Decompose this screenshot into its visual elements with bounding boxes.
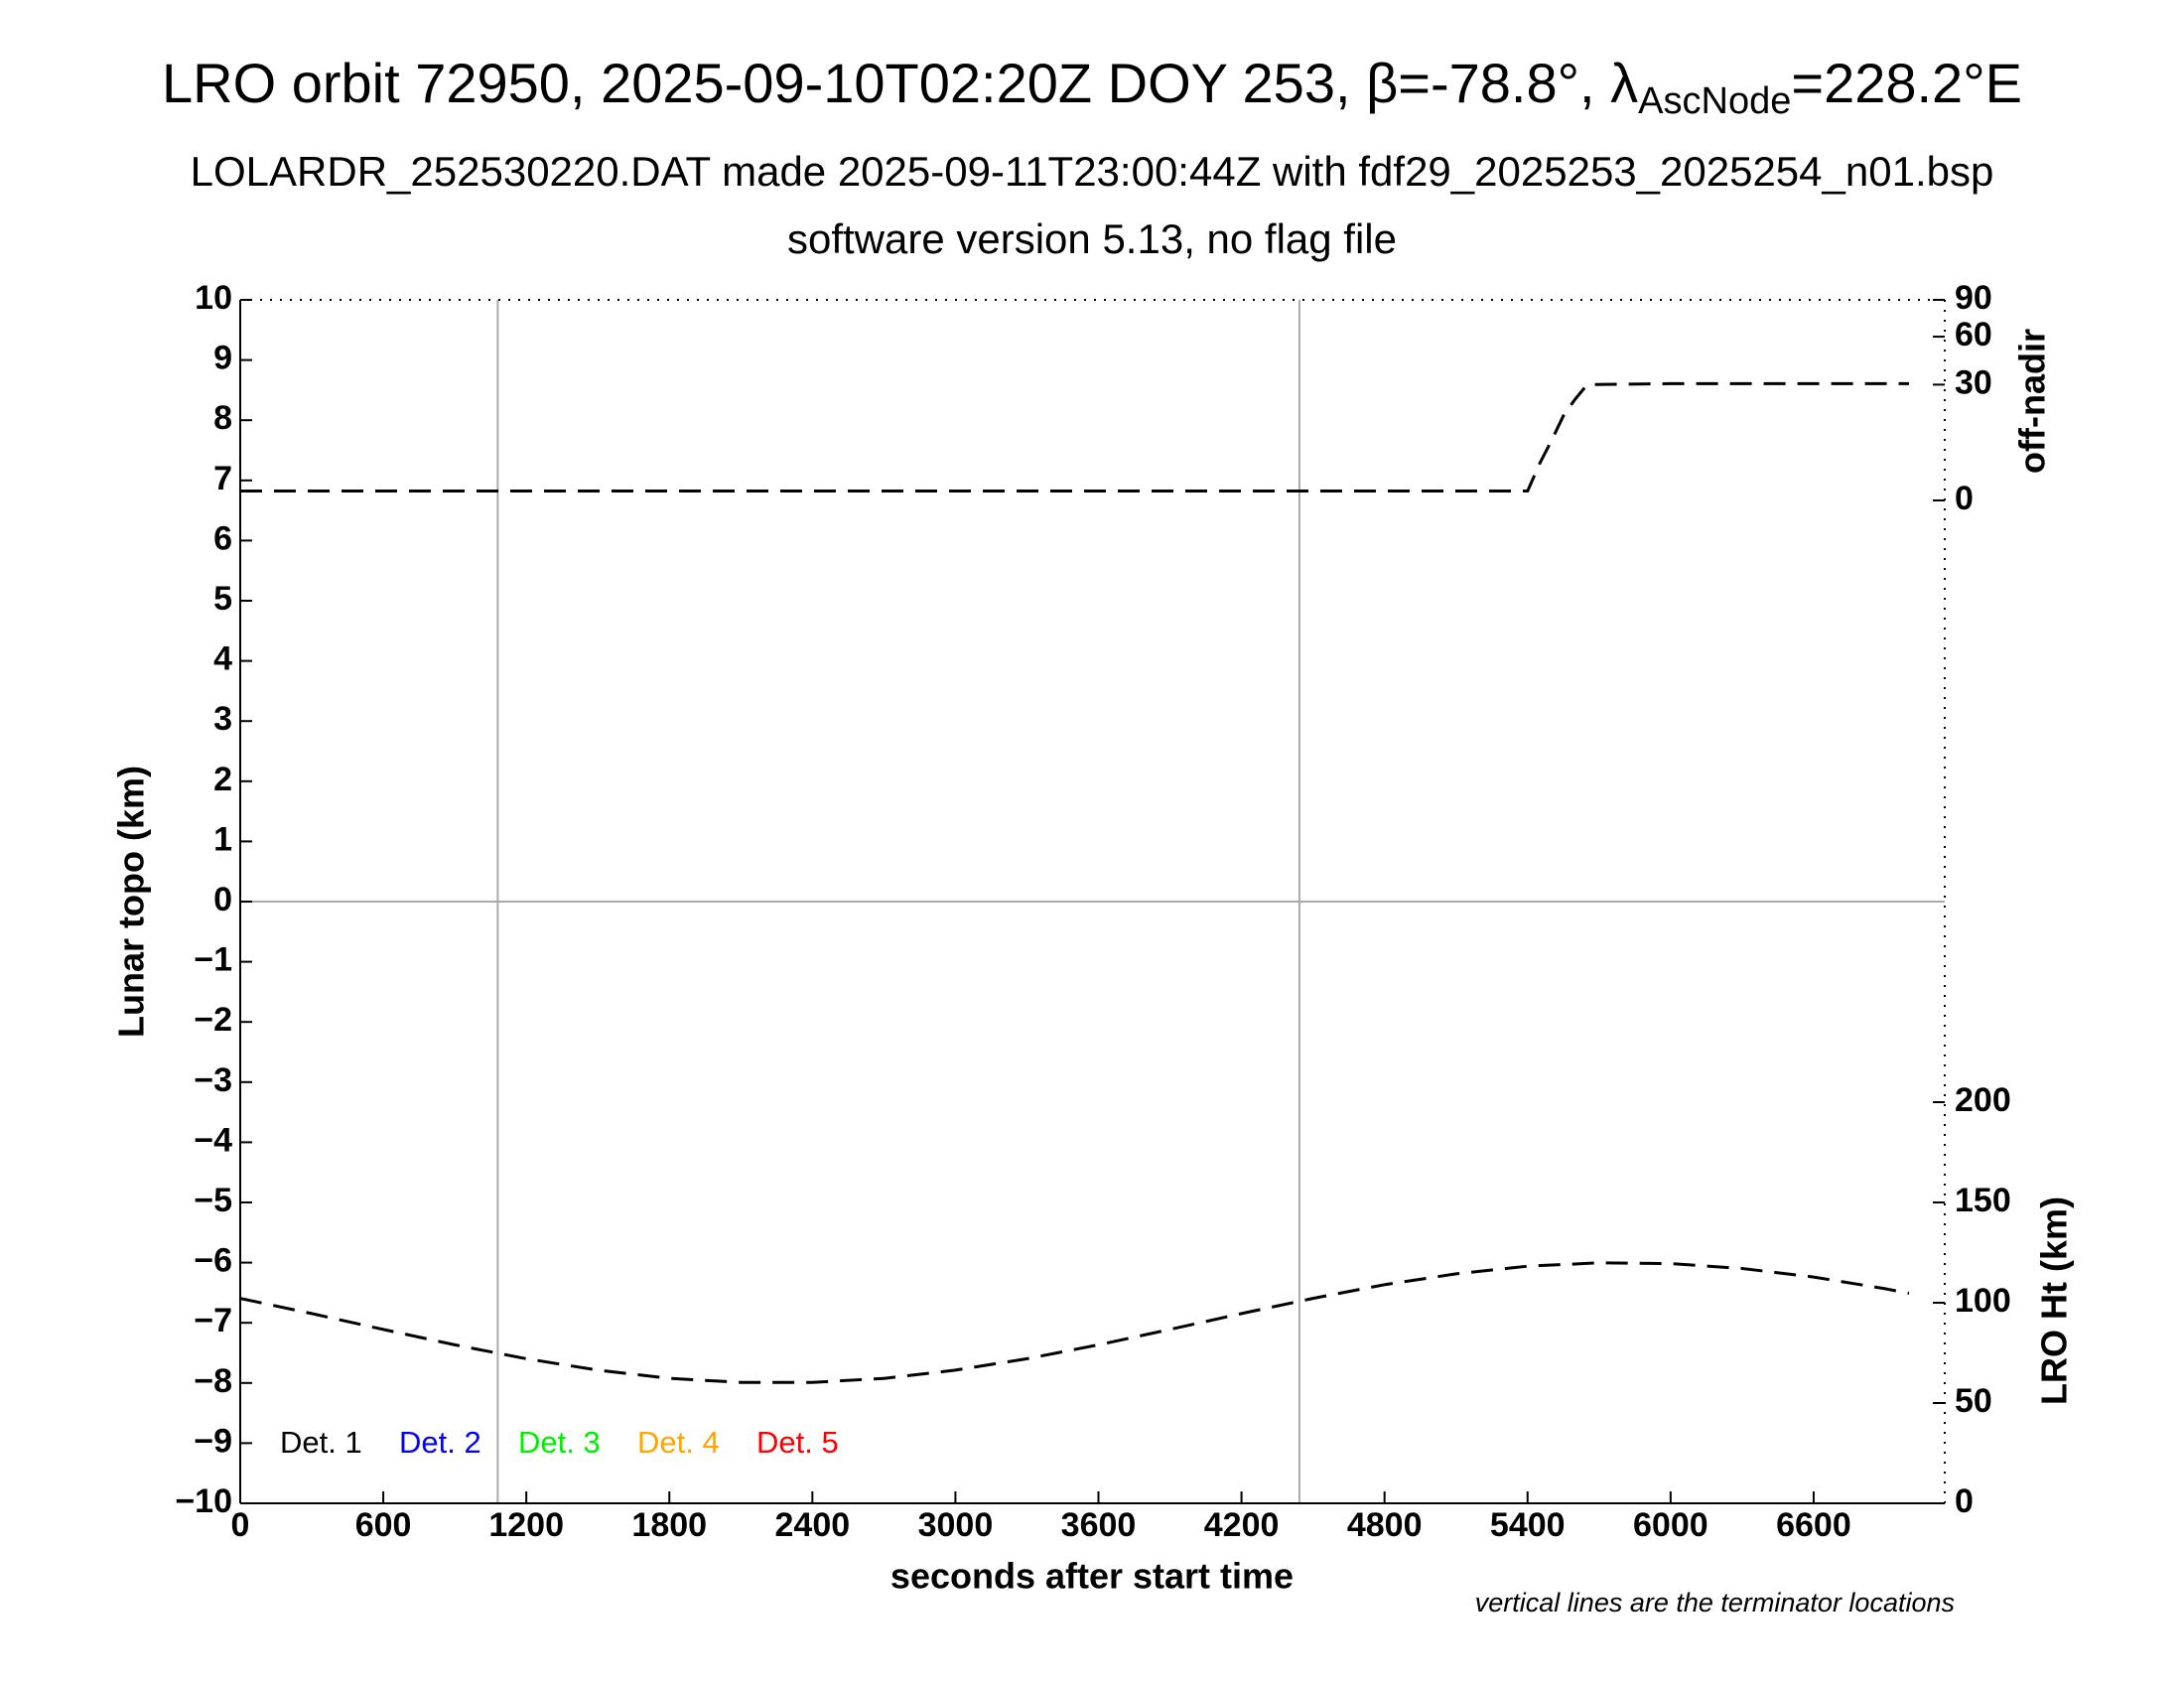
- series-line: [239, 1261, 1910, 1384]
- title-main: LRO orbit 72950, 2025-09-10T02:20Z DOY 2…: [162, 52, 1638, 114]
- right-tick-label: 30: [1955, 363, 1992, 401]
- y-tick-label: 6: [213, 519, 232, 557]
- legend-entry: Det. 1: [280, 1425, 362, 1460]
- y-tick-label: −4: [194, 1121, 232, 1159]
- y-tick-label: −3: [194, 1061, 232, 1099]
- x-tick-label: 6000: [1633, 1506, 1708, 1544]
- legend-entry: Det. 3: [518, 1425, 601, 1460]
- right-tick-label: 0: [1955, 1482, 1974, 1520]
- x-tick-label: 600: [355, 1506, 412, 1544]
- chart-title: LRO orbit 72950, 2025-09-10T02:20Z DOY 2…: [162, 52, 2022, 122]
- y-tick-label: −6: [194, 1242, 232, 1280]
- subtitle-2: software version 5.13, no flag file: [787, 215, 1397, 262]
- y-tick-label: 7: [213, 460, 232, 497]
- right-tick-label: 0: [1955, 480, 1974, 517]
- y-tick-label: −5: [194, 1182, 232, 1219]
- series-line: [240, 381, 1909, 492]
- right-tick-label: 100: [1955, 1282, 2011, 1320]
- subtitle: LOLARDR_252530220.DAT made 2025-09-11T23…: [191, 148, 1994, 195]
- y-tick-label: 0: [213, 881, 232, 918]
- footnote: vertical lines are the terminator locati…: [1475, 1588, 1955, 1618]
- right-tick-label: 50: [1955, 1382, 1992, 1420]
- x-tick-label: 1200: [488, 1506, 564, 1544]
- right-tick-label: 200: [1955, 1081, 2011, 1119]
- legend-entry: Det. 2: [399, 1425, 481, 1460]
- y2-axis-label: off-nadir: [2012, 329, 2053, 474]
- y-tick-label: 8: [213, 399, 232, 437]
- x-tick-label: 5400: [1490, 1506, 1566, 1544]
- y-tick-label: −7: [194, 1302, 232, 1339]
- x-tick-label: 2400: [775, 1506, 851, 1544]
- x-tick-label: 0: [231, 1506, 250, 1544]
- y3-axis-label: LRO Ht (km): [2034, 1196, 2075, 1405]
- y-tick-label: 5: [213, 580, 232, 618]
- right-tick-label: 60: [1955, 316, 1992, 353]
- y-tick-label: 10: [195, 279, 232, 317]
- y-tick-label: 2: [213, 761, 232, 798]
- y-tick-label: −10: [175, 1482, 232, 1520]
- y-tick-label: 9: [213, 340, 232, 377]
- legend-entry: Det. 4: [637, 1425, 720, 1460]
- right-tick-label: 90: [1955, 279, 1992, 317]
- x-tick-label: 3600: [1061, 1506, 1137, 1544]
- y-tick-label: −9: [194, 1422, 232, 1460]
- y-axis-label: Lunar topo (km): [111, 766, 152, 1038]
- legend-entry: Det. 5: [756, 1425, 839, 1460]
- y-tick-label: −1: [194, 941, 232, 979]
- x-axis-label: seconds after start time: [890, 1556, 1294, 1597]
- y-tick-label: −8: [194, 1362, 232, 1400]
- y-tick-label: 1: [213, 820, 232, 858]
- x-tick-label: 4800: [1347, 1506, 1423, 1544]
- y-tick-label: 3: [213, 700, 232, 738]
- right-tick-label: 150: [1955, 1182, 2011, 1219]
- x-tick-label: 1800: [631, 1506, 707, 1544]
- x-tick-label: 6600: [1776, 1506, 1851, 1544]
- x-tick-label: 3000: [918, 1506, 994, 1544]
- x-tick-label: 4200: [1204, 1506, 1280, 1544]
- y-tick-label: 4: [213, 640, 232, 678]
- title-sub: AscNode: [1638, 80, 1791, 122]
- y-tick-label: −2: [194, 1001, 232, 1039]
- title-end: =228.2°E: [1791, 52, 2022, 114]
